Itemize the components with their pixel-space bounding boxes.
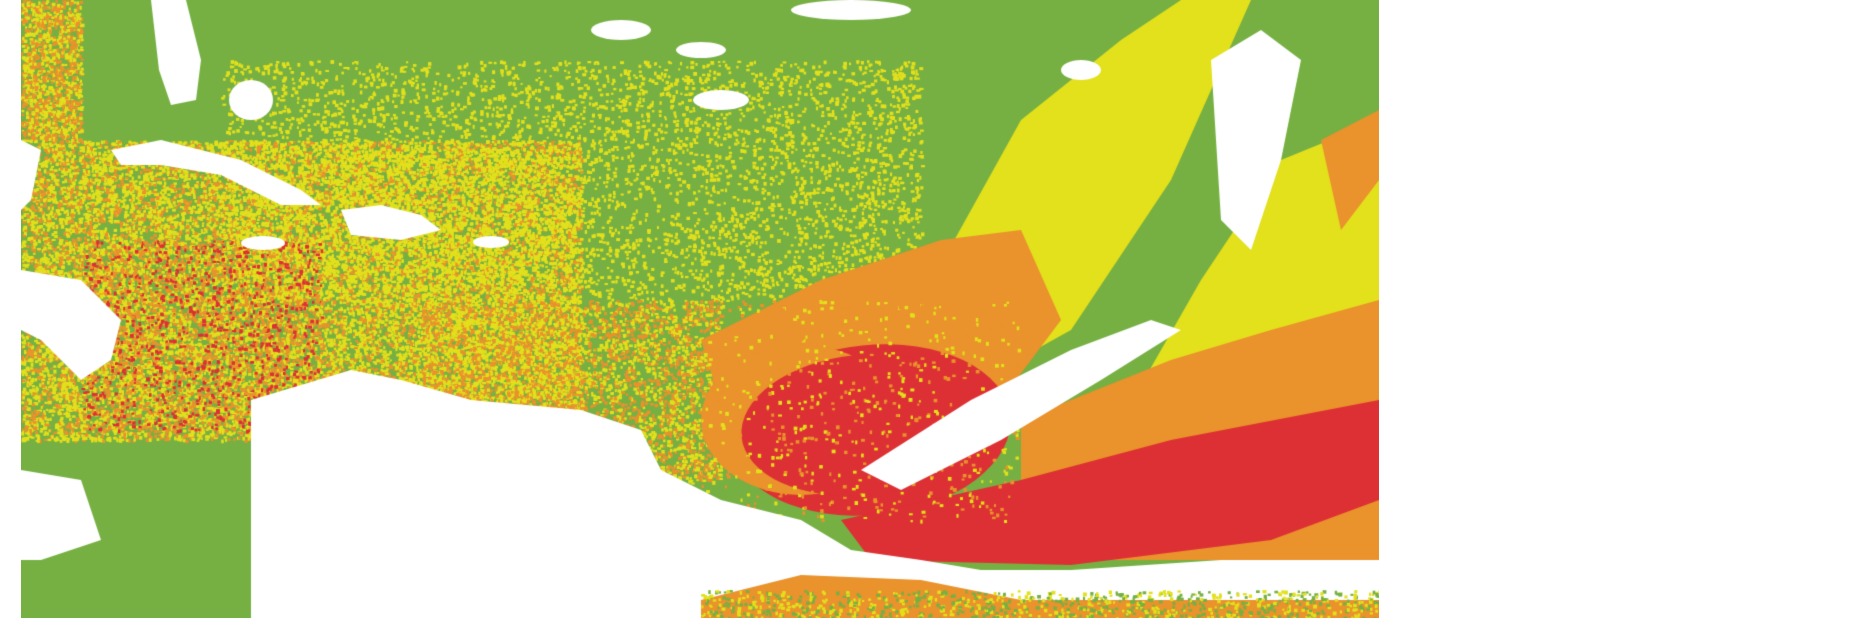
raster-map (21, 0, 1379, 618)
raster-map-canvas (21, 0, 1379, 618)
